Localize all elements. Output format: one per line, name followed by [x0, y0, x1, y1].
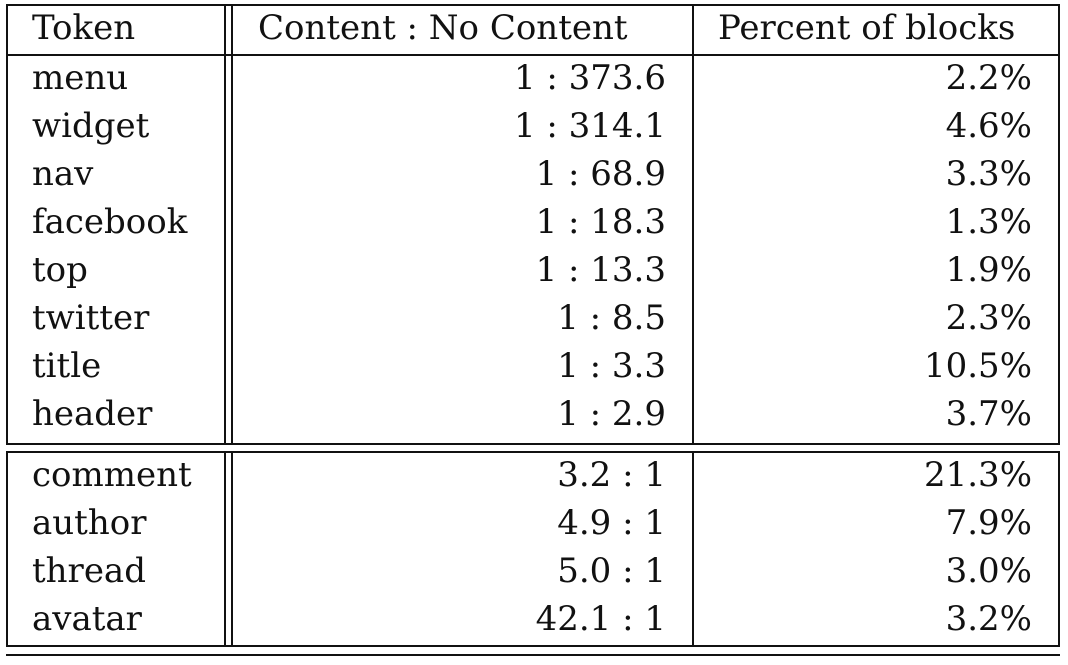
group2-top-rule — [6, 451, 1060, 453]
token-divider-b — [231, 54, 233, 445]
token-cell: widget — [32, 106, 150, 146]
percent-cell: 3.3% — [945, 154, 1032, 194]
percent-cell: 1.9% — [945, 250, 1032, 290]
token-cell: menu — [32, 58, 129, 98]
left-border — [6, 54, 8, 445]
header-bottom-rule — [6, 54, 1060, 56]
ratio-cell: 1 : 373.6 — [513, 58, 666, 98]
header-percent: Percent of blocks — [718, 8, 1016, 48]
token-divider-a — [224, 451, 226, 647]
left-border — [6, 4, 8, 56]
ratio-cell: 1 : 13.3 — [535, 250, 666, 290]
ratio-divider — [692, 54, 694, 445]
token-cell: twitter — [32, 298, 150, 338]
token-divider-b — [231, 451, 233, 647]
percent-cell: 3.7% — [945, 394, 1032, 434]
ratio-cell: 4.9 : 1 — [557, 503, 666, 543]
token-divider-a — [224, 54, 226, 445]
table-top-rule — [6, 4, 1060, 6]
token-cell: nav — [32, 154, 94, 194]
header-token: Token — [32, 8, 136, 48]
percent-cell: 1.3% — [945, 202, 1032, 242]
ratio-cell: 1 : 8.5 — [557, 298, 666, 338]
token-cell: thread — [32, 551, 146, 591]
ratio-cell: 1 : 68.9 — [535, 154, 666, 194]
table-double-bottom-rule — [6, 654, 1060, 656]
token-cell: author — [32, 503, 147, 543]
group1-bottom-rule — [6, 443, 1060, 445]
ratio-cell: 5.0 : 1 — [557, 551, 666, 591]
ratio-cell: 1 : 3.3 — [557, 346, 666, 386]
percent-cell: 21.3% — [923, 455, 1032, 495]
left-border — [6, 451, 8, 647]
token-cell: header — [32, 394, 153, 434]
ratio-cell: 1 : 314.1 — [513, 106, 666, 146]
token-cell: avatar — [32, 599, 142, 639]
token-cell: title — [32, 346, 102, 386]
token-cell: facebook — [32, 202, 188, 242]
ratio-divider — [692, 4, 694, 56]
percent-cell: 2.3% — [945, 298, 1032, 338]
ratio-cell: 1 : 18.3 — [535, 202, 666, 242]
percent-cell: 2.2% — [945, 58, 1032, 98]
token-divider-b — [231, 4, 233, 56]
header-ratio: Content : No Content — [258, 8, 628, 48]
ratio-divider — [692, 451, 694, 647]
percent-cell: 7.9% — [945, 503, 1032, 543]
token-divider-a — [224, 4, 226, 56]
ratio-cell: 3.2 : 1 — [557, 455, 666, 495]
token-cell: top — [32, 250, 88, 290]
percent-cell: 4.6% — [945, 106, 1032, 146]
percent-cell: 10.5% — [923, 346, 1032, 386]
right-border — [1058, 54, 1060, 445]
ratio-cell: 1 : 2.9 — [557, 394, 666, 434]
right-border — [1058, 451, 1060, 647]
right-border — [1058, 4, 1060, 56]
ratio-cell: 42.1 : 1 — [535, 599, 666, 639]
percent-cell: 3.0% — [945, 551, 1032, 591]
token-cell: comment — [32, 455, 192, 495]
table-bottom-rule — [6, 645, 1060, 647]
percent-cell: 3.2% — [945, 599, 1032, 639]
